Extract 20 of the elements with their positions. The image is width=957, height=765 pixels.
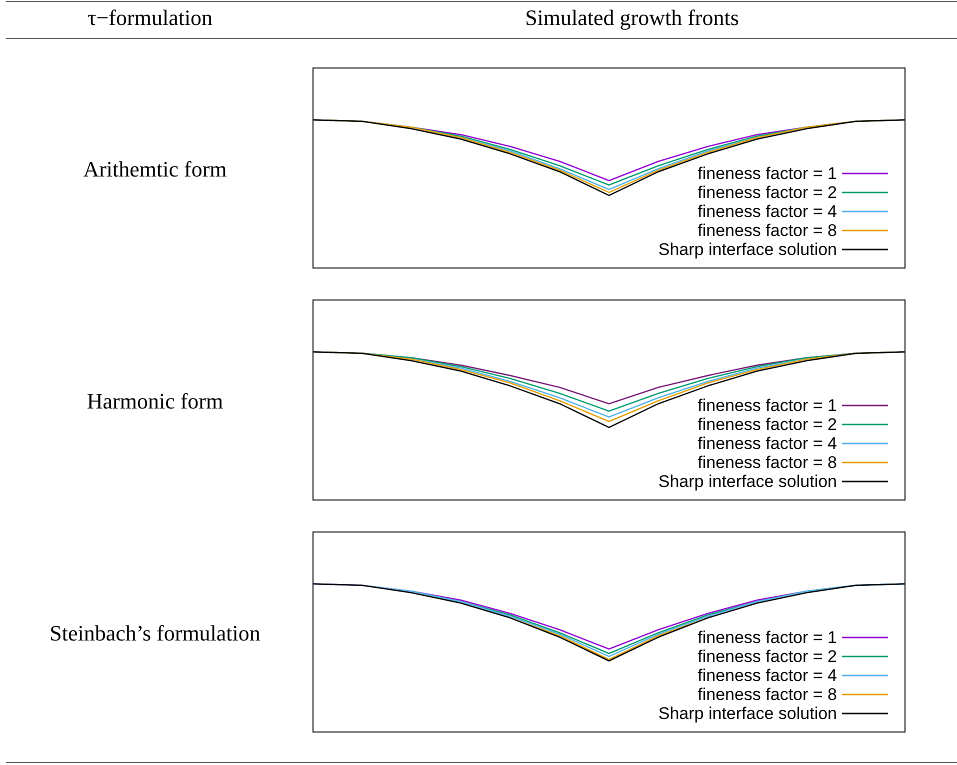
- legend-label: Sharp interface solution: [658, 472, 837, 491]
- legend-label: fineness factor = 2: [698, 415, 837, 434]
- legend-label: fineness factor = 1: [698, 396, 837, 415]
- legend-label: fineness factor = 2: [698, 647, 837, 666]
- legend-label: fineness factor = 4: [698, 434, 837, 453]
- legend-label: fineness factor = 1: [698, 164, 837, 183]
- text: τ−formulation: [86, 5, 214, 31]
- text: Simulated growth fronts: [524, 5, 740, 31]
- legend-label: fineness factor = 8: [698, 453, 837, 472]
- text: Harmonic form: [86, 388, 224, 414]
- text: Steinbach’s formulation: [50, 620, 260, 646]
- legend-label: fineness factor = 4: [698, 666, 837, 685]
- legend-label: fineness factor = 8: [698, 221, 837, 240]
- legend-label: fineness factor = 4: [698, 202, 837, 221]
- legend-label: fineness factor = 2: [698, 183, 837, 202]
- legend-label: fineness factor = 1: [698, 628, 837, 647]
- legend-label: fineness factor = 8: [698, 685, 837, 704]
- text: Arithemtic form: [83, 156, 227, 182]
- legend-label: Sharp interface solution: [658, 704, 837, 723]
- legend-label: Sharp interface solution: [658, 240, 837, 259]
